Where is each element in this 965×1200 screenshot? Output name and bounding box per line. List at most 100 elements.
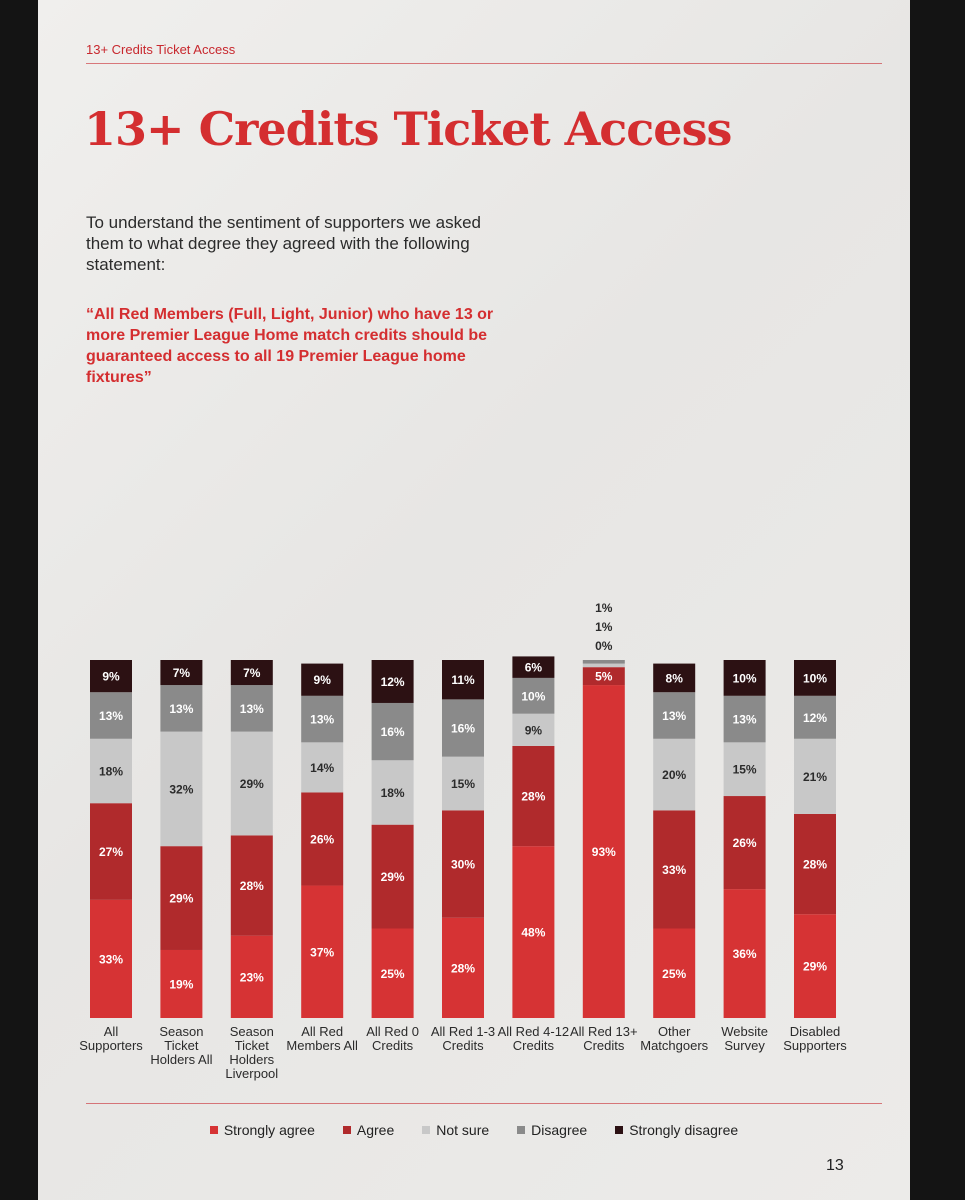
data-label-agree-website-survey: 26%: [733, 836, 757, 850]
data-label-not-sure-website-survey: 15%: [733, 763, 757, 777]
bar-strongly-agree-season-ticket-holders-all: [160, 949, 203, 1018]
survey-statement: “All Red Members (Full, Light, Junior) w…: [86, 306, 494, 386]
bar-group-all-red-0-credits: 25% 29% 18% 16% 12% All Red 0 Credits: [366, 660, 419, 1053]
legend-swatch-not-sure: [422, 1126, 431, 1134]
page-title: 13+ Credits Ticket Access: [84, 102, 732, 156]
bar-strongly-agree-website-survey: [723, 889, 766, 1018]
bar-agree-season-ticket-holders-liverpool: [230, 835, 273, 936]
header-divider: [86, 63, 882, 64]
data-label-disagree-disabled-supporters: 12%: [803, 711, 827, 725]
legend-item-not-sure: Not sure: [422, 1122, 489, 1138]
bar-disagree-all-red-members-all: [301, 695, 344, 743]
data-label-strongly-disagree-website-survey: 10%: [733, 671, 757, 685]
category-label-season-ticket-holders-liverpool: Season Ticket Holders Liverpool: [225, 1024, 278, 1081]
stacked-bar-chart: 33% 27% 18% 13% 9% All Supporters 19% 29% 32% 13% 7…: [79, 601, 847, 1081]
data-label-not-sure-disabled-supporters: 21%: [803, 770, 827, 784]
data-label-disagree-all-red-members-all: 13%: [310, 713, 334, 727]
data-label-strongly-disagree-all-red-0-credits: 12%: [381, 675, 405, 689]
category-label-all-red-4-12-credits: All Red 4-12 Credits: [498, 1024, 570, 1053]
data-label-strongly-agree-all-red-1-3-credits: 28%: [451, 961, 475, 975]
legend-swatch-agree: [342, 1126, 351, 1134]
data-label-agree-other-matchgoers: 33%: [662, 863, 686, 877]
bar-not-sure-season-ticket-holders-liverpool: [230, 731, 273, 836]
bar-disagree-all-red-1-3-credits: [442, 699, 484, 757]
data-label-agree-season-ticket-holders-liverpool: 28%: [240, 879, 264, 893]
data-label-disagree-website-survey: 13%: [733, 713, 757, 727]
data-label-agree-disabled-supporters: 28%: [803, 858, 827, 872]
bar-strongly-disagree-season-ticket-holders-all: [160, 660, 203, 686]
bar-agree-all-red-1-3-credits: [442, 810, 484, 918]
data-label-strongly-disagree-season-ticket-holders-all: 7%: [173, 666, 191, 680]
data-label-agree-all-red-members-all: 26%: [310, 833, 334, 847]
chart-legend: Strongly agree Agree Not sure Disagree Stron…: [38, 1122, 910, 1138]
legend-item-disagree: Disagree: [517, 1122, 587, 1138]
bar-not-sure-season-ticket-holders-all: [160, 731, 203, 847]
bar-disagree-season-ticket-holders-liverpool: [230, 685, 273, 732]
data-label-not-sure-other-matchgoers: 20%: [662, 768, 686, 782]
bar-group-all-supporters: 33% 27% 18% 13% 9% All Supporters: [79, 660, 143, 1053]
bar-strongly-agree-other-matchgoers: [653, 928, 696, 1018]
legend-swatch-strongly-disagree: [615, 1126, 624, 1134]
bar-agree-disabled-supporters: [794, 813, 836, 915]
data-label-not-sure-all-red-0-credits: 18%: [381, 786, 405, 800]
bar-agree-website-survey: [723, 796, 766, 890]
bar-strongly-disagree-other-matchgoers: [653, 663, 696, 693]
data-label-not-sure-season-ticket-holders-all: 32%: [169, 782, 193, 796]
bar-strongly-agree-all-red-4-12-credits: [512, 846, 555, 1018]
legend-item-agree: Agree: [342, 1122, 395, 1138]
bar-not-sure-all-supporters: [90, 738, 132, 804]
data-label-not-sure-all-red-1-3-credits: 15%: [451, 777, 475, 791]
legend-item-strongly-disagree: Strongly disagree: [615, 1122, 738, 1138]
data-label-strongly-disagree-all-red-members-all: 9%: [314, 673, 332, 687]
data-label-strongly-disagree-all-red-4-12-credits: 6%: [525, 661, 543, 675]
bar-agree-season-ticket-holders-all: [160, 846, 203, 950]
bar-disagree-disabled-supporters: [794, 695, 836, 739]
bar-disagree-season-ticket-holders-all: [160, 685, 203, 732]
running-header: 13+ Credits Ticket Access: [86, 42, 236, 57]
intro-text: To understand the sentiment of supporter…: [86, 213, 482, 274]
category-label-all-red-members-all: All Red Members All: [286, 1024, 358, 1053]
bar-not-sure-other-matchgoers: [653, 738, 696, 811]
bar-group-season-ticket-holders-all: 19% 29% 32% 13% 7% Season Ticket Holders All: [150, 660, 213, 1067]
bar-group-website-survey: 36% 26% 15% 13% 10% Website Survey: [721, 660, 768, 1053]
legend-label-agree: Agree: [356, 1122, 395, 1138]
data-label-disagree-all-red-4-12-credits: 10%: [521, 689, 545, 703]
data-label-disagree-other-matchgoers: 13%: [662, 709, 686, 723]
data-label-disagree-all-supporters: 13%: [99, 709, 123, 723]
data-label-strongly-agree-all-red-4-12-credits: 48%: [521, 926, 545, 940]
legend-label-strongly-agree: Strongly agree: [223, 1122, 315, 1138]
bar-not-sure-all-red-members-all: [301, 742, 344, 793]
data-label-strongly-agree-all-red-members-all: 37%: [310, 945, 334, 959]
data-label-disagree-all-red-0-credits: 16%: [381, 725, 405, 739]
bar-strongly-agree-season-ticket-holders-liverpool: [230, 935, 273, 1018]
bar-strongly-disagree-season-ticket-holders-liverpool: [230, 660, 273, 686]
data-label-agree-all-red-4-12-credits: 28%: [521, 790, 545, 804]
legend-item-strongly-agree: Strongly agree: [209, 1122, 315, 1138]
bar-group-all-red-4-12-credits: 48% 28% 9% 10% 6% All Red 4-12 Credits: [498, 656, 570, 1053]
data-label-strongly-disagree-other-matchgoers: 8%: [666, 671, 684, 685]
data-label-strongly-agree-all-red-0-credits: 25%: [381, 967, 405, 981]
category-label-website-survey: Website Survey: [721, 1024, 768, 1053]
data-label-strongly-disagree-season-ticket-holders-liverpool: 7%: [243, 666, 261, 680]
bar-group-season-ticket-holders-liverpool: 23% 28% 29% 13% 7% Season Ticket Holders Liverpo…: [225, 660, 278, 1081]
data-label-agree-all-red-13-credits: 5%: [595, 670, 613, 684]
data-label-agree-all-red-0-credits: 29%: [381, 870, 405, 884]
bar-group-disabled-supporters: 29% 28% 21% 12% 10% Disabled Supporters: [783, 660, 847, 1053]
data-label-disagree-all-red-1-3-credits: 16%: [451, 722, 475, 736]
bar-group-other-matchgoers: 25% 33% 20% 13% 8% Other Matchgoers: [640, 663, 709, 1053]
bar-agree-all-red-4-12-credits: [512, 745, 555, 847]
data-label-strongly-agree-website-survey: 36%: [733, 947, 757, 961]
legend-label-disagree: Disagree: [531, 1122, 588, 1138]
bar-disagree-website-survey: [723, 695, 766, 743]
data-label-strongly-agree-disabled-supporters: 29%: [803, 960, 827, 974]
data-label-agree-all-supporters: 27%: [99, 845, 123, 859]
category-label-all-supporters: All Supporters: [79, 1024, 143, 1053]
legend-swatch-disagree: [517, 1126, 526, 1134]
bar-strongly-agree-all-red-0-credits: [371, 928, 414, 1018]
data-label-strongly-disagree-disabled-supporters: 10%: [803, 671, 827, 685]
legend-label-not-sure: Not sure: [436, 1122, 490, 1138]
bar-strongly-disagree-disabled-supporters: [794, 660, 836, 696]
bar-strongly-agree-all-supporters: [90, 899, 132, 1018]
bar-group-all-red-members-all: 37% 26% 14% 13% 9% All Red Members All: [286, 663, 358, 1053]
data-label-disagree-season-ticket-holders-liverpool: 13%: [240, 702, 264, 716]
